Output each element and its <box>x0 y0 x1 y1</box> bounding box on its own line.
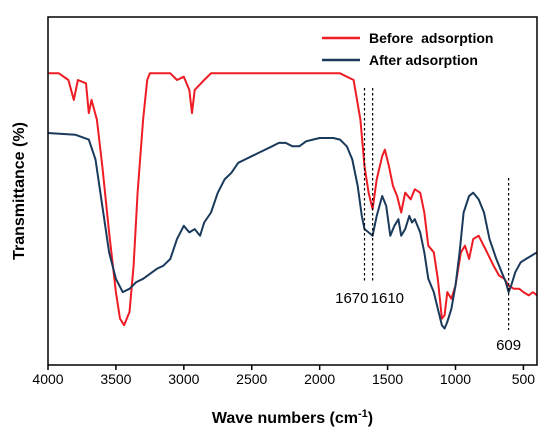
x-axis-label-superscript: -1 <box>358 408 368 420</box>
peak-label: 1610 <box>371 290 404 307</box>
series-line-after-adsorption <box>47 132 538 330</box>
x-axis-label: Wave numbers (cm-1) <box>212 408 373 427</box>
x-tick-label: 1500 <box>372 371 403 387</box>
x-tick-label: 2500 <box>236 371 267 387</box>
plot-frame <box>47 16 538 366</box>
legend-label: Before adsorption <box>369 30 493 46</box>
legend-label: After adsorption <box>369 52 478 68</box>
x-axis-label-main: Wave numbers (cm <box>212 410 358 427</box>
peak-label: 1670 <box>335 290 368 307</box>
x-axis-ticks: 4000 3500 3000 2500 2000 1500 1000 500 <box>32 365 535 387</box>
series-line-before-adsorption <box>48 72 538 327</box>
plot-marks <box>47 72 538 330</box>
peak-label: 609 <box>496 337 521 354</box>
x-tick-label: 2000 <box>304 371 335 387</box>
x-tick-label: 1000 <box>440 371 471 387</box>
x-tick-label: 3500 <box>100 371 131 387</box>
x-axis-label-tail: ) <box>368 410 373 427</box>
x-tick-label: 4000 <box>32 371 63 387</box>
legend: Before adsorption After adsorption <box>322 30 493 68</box>
x-tick-label: 3000 <box>168 371 199 387</box>
y-axis-label: Transmittance (%) <box>11 122 28 260</box>
x-tick-label: 500 <box>512 371 536 387</box>
peak-annotations: 1670 1610 609 <box>335 88 521 354</box>
